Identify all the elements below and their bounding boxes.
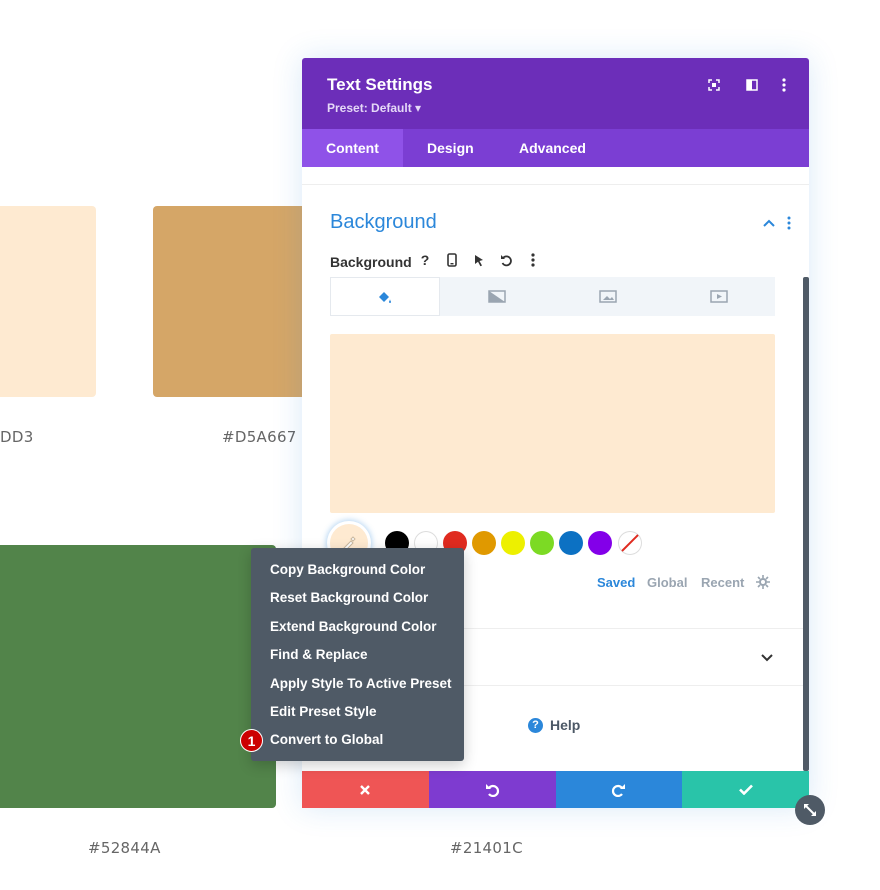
menu-item-edit-preset-style[interactable]: Edit Preset Style [270, 704, 377, 719]
palette-color-green[interactable] [530, 531, 554, 555]
more-options-icon[interactable] [774, 75, 794, 95]
swatch-feead1 [0, 206, 96, 397]
video-icon [709, 290, 728, 303]
fullscreen-icon[interactable] [704, 75, 724, 95]
menu-item-copy-background-color[interactable]: Copy Background Color [270, 562, 426, 577]
reset-icon[interactable] [497, 251, 515, 269]
menu-item-extend-background-color[interactable]: Extend Background Color [270, 619, 437, 634]
palette-color-purple[interactable] [588, 531, 612, 555]
context-menu: Copy Background Color Reset Background C… [251, 548, 464, 761]
palette-color-yellow[interactable] [501, 531, 525, 555]
background-video-tab[interactable] [664, 277, 773, 316]
resize-handle[interactable] [795, 795, 825, 825]
undo-button[interactable] [428, 771, 556, 808]
help-question-icon[interactable]: ? [420, 252, 430, 268]
hover-cursor-icon[interactable] [470, 251, 488, 269]
preset-dropdown[interactable]: Preset: Default ▾ [327, 101, 422, 115]
close-icon [360, 784, 371, 795]
redo-icon [612, 783, 626, 797]
background-image-tab[interactable] [553, 277, 662, 316]
swatch-d5a667 [153, 206, 313, 397]
responsive-mobile-icon[interactable] [443, 251, 461, 269]
menu-item-apply-style-to-active-preset[interactable]: Apply Style To Active Preset [270, 676, 452, 691]
swatch-52844a [0, 545, 276, 808]
palette-color-orange[interactable] [472, 531, 496, 555]
palette-color-transparent[interactable] [618, 531, 642, 555]
section-title-background[interactable]: Background [330, 211, 437, 233]
tab-design[interactable]: Design [427, 140, 474, 156]
modal-footer [302, 771, 809, 808]
divider [302, 628, 803, 629]
paint-bucket-icon [379, 291, 391, 303]
swatch-label-21401c: #21401C [450, 839, 523, 857]
check-icon [738, 784, 753, 795]
palette-tab-recent[interactable]: Recent [701, 575, 745, 590]
modal-title: Text Settings [327, 75, 433, 94]
section-options-icon[interactable] [779, 213, 799, 233]
gradient-icon [487, 290, 506, 303]
background-color-preview[interactable] [330, 334, 775, 513]
modal-tabs: Content Design Advanced [302, 129, 809, 167]
modal-body[interactable]: Background Background ? [302, 167, 809, 771]
palette-color-blue[interactable] [559, 531, 583, 555]
background-type-tabs [330, 277, 775, 316]
scrollbar[interactable] [803, 277, 809, 771]
swatch-label-feead1: DD3 [0, 428, 34, 446]
palette-settings-gear-icon[interactable] [756, 575, 770, 592]
save-button[interactable] [682, 771, 809, 808]
background-gradient-tab[interactable] [442, 277, 551, 316]
step-badge: 1 [240, 729, 263, 752]
menu-item-find-replace[interactable]: Find & Replace [270, 647, 368, 662]
modal-header: Text Settings Preset: Default ▾ [302, 58, 809, 129]
redo-button[interactable] [555, 771, 683, 808]
resize-arrows-icon [804, 804, 816, 816]
help-label: Help [550, 717, 581, 733]
background-color-tab[interactable] [330, 277, 440, 316]
cancel-button[interactable] [302, 771, 429, 808]
chevron-down-icon[interactable] [757, 648, 777, 668]
menu-item-reset-background-color[interactable]: Reset Background Color [270, 590, 429, 605]
palette-tab-saved[interactable]: Saved [597, 575, 636, 590]
help-icon: ? [528, 717, 543, 733]
image-icon [598, 290, 617, 303]
background-field-label: Background [330, 254, 412, 270]
divider [302, 184, 809, 185]
split-view-icon[interactable] [742, 75, 762, 95]
divider [302, 685, 803, 686]
palette-tab-global[interactable]: Global [647, 575, 688, 590]
tab-advanced[interactable]: Advanced [519, 140, 586, 156]
menu-item-convert-to-global[interactable]: Convert to Global [270, 732, 384, 747]
swatch-label-d5a667: #D5A667 [222, 428, 297, 446]
field-options-icon[interactable] [524, 251, 542, 269]
help-link[interactable]: ? Help [528, 717, 580, 733]
swatch-label-52844a: #52844A [88, 839, 161, 857]
chevron-up-icon[interactable] [759, 213, 779, 233]
tab-content[interactable]: Content [302, 129, 403, 167]
undo-icon [485, 783, 499, 797]
